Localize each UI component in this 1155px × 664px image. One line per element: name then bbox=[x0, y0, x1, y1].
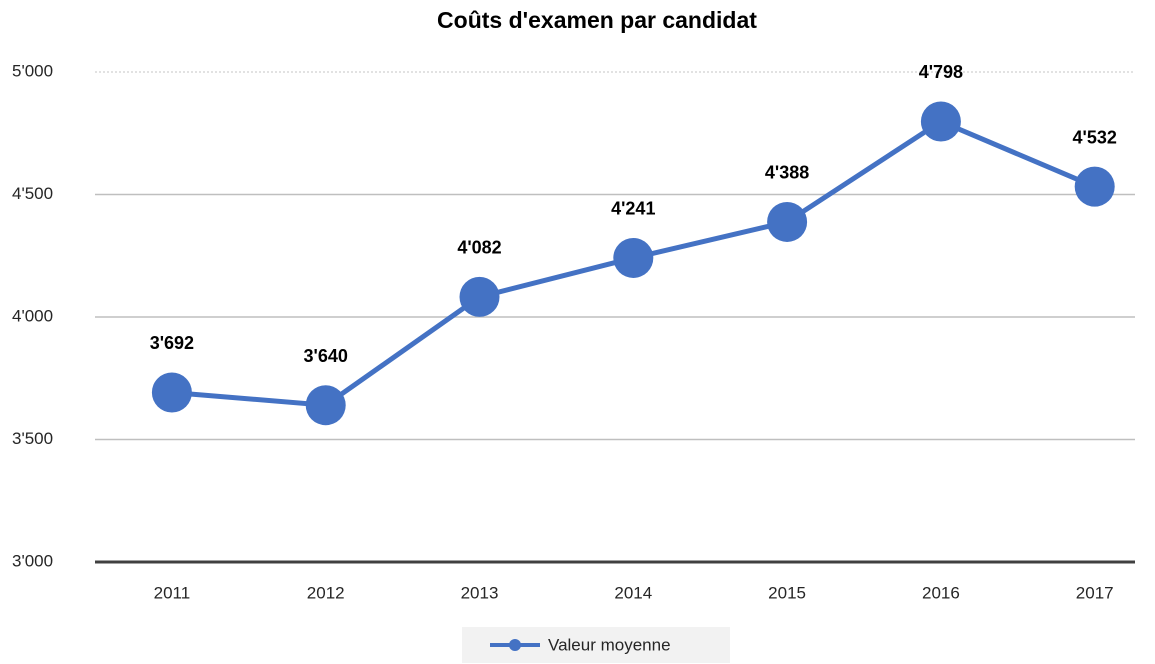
data-label: 4'532 bbox=[1073, 127, 1117, 147]
y-tick-label: 3'000 bbox=[12, 551, 53, 570]
y-tick-label: 3'500 bbox=[12, 429, 53, 448]
data-label: 3'640 bbox=[304, 346, 348, 366]
chart-title: Coûts d'examen par candidat bbox=[437, 7, 757, 33]
point bbox=[1074, 166, 1115, 207]
point bbox=[767, 201, 808, 242]
point bbox=[305, 385, 346, 426]
point bbox=[459, 276, 500, 317]
data-label: 4'388 bbox=[765, 163, 809, 183]
x-tick-label: 2014 bbox=[614, 583, 652, 602]
legend-marker bbox=[509, 639, 521, 651]
point bbox=[613, 237, 654, 278]
y-tick-label: 5'000 bbox=[12, 61, 53, 80]
data-label: 4'082 bbox=[457, 238, 501, 258]
y-tick-label: 4'000 bbox=[12, 306, 53, 325]
data-label: 3'692 bbox=[150, 333, 194, 353]
x-tick-label: 2015 bbox=[768, 583, 806, 602]
data-label: 4'241 bbox=[611, 199, 655, 219]
x-tick-label: 2013 bbox=[461, 583, 499, 602]
point bbox=[920, 101, 961, 142]
x-tick-label: 2012 bbox=[307, 583, 345, 602]
x-tick-label: 2011 bbox=[154, 583, 191, 602]
legend-label: Valeur moyenne bbox=[548, 635, 671, 654]
point bbox=[151, 372, 192, 413]
x-tick-label: 2017 bbox=[1076, 583, 1114, 602]
x-tick-label: 2016 bbox=[922, 583, 960, 602]
y-tick-label: 4'500 bbox=[12, 184, 53, 203]
data-label: 4'798 bbox=[919, 62, 963, 82]
